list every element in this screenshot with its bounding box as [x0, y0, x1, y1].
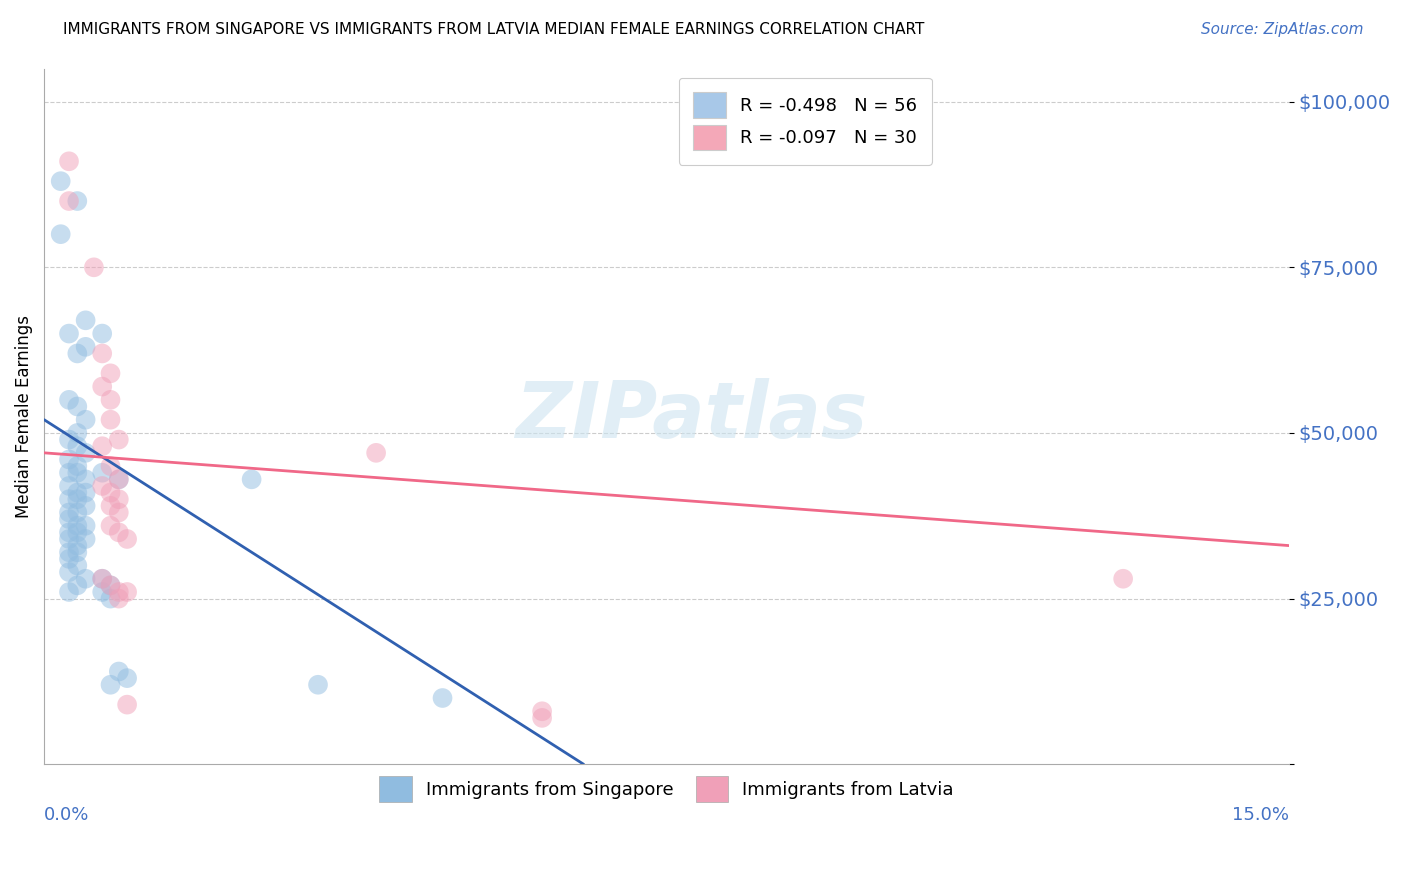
Point	[366, 446, 388, 460]
Point	[1112, 572, 1135, 586]
Point	[66, 439, 89, 453]
Point	[108, 433, 131, 447]
Point	[66, 400, 89, 414]
Point	[58, 512, 80, 526]
Point	[66, 346, 89, 360]
Point	[91, 439, 114, 453]
Point	[108, 525, 131, 540]
Point	[100, 499, 122, 513]
Point	[91, 585, 114, 599]
Point	[108, 585, 131, 599]
Point	[66, 485, 89, 500]
Point	[108, 492, 131, 507]
Point	[91, 572, 114, 586]
Point	[75, 313, 97, 327]
Point	[108, 472, 131, 486]
Point	[66, 459, 89, 474]
Point	[58, 154, 80, 169]
Point	[75, 572, 97, 586]
Point	[100, 485, 122, 500]
Point	[100, 518, 122, 533]
Point	[100, 578, 122, 592]
Point	[58, 545, 80, 559]
Point	[66, 492, 89, 507]
Point	[432, 691, 454, 706]
Point	[66, 525, 89, 540]
Point	[91, 479, 114, 493]
Point	[58, 452, 80, 467]
Point	[58, 433, 80, 447]
Point	[531, 704, 554, 718]
Point	[91, 572, 114, 586]
Text: 15.0%: 15.0%	[1232, 806, 1289, 824]
Point	[58, 585, 80, 599]
Point	[100, 392, 122, 407]
Point	[58, 525, 80, 540]
Point	[100, 459, 122, 474]
Point	[66, 466, 89, 480]
Point	[75, 532, 97, 546]
Point	[58, 392, 80, 407]
Point	[58, 506, 80, 520]
Point	[75, 446, 97, 460]
Point	[91, 379, 114, 393]
Y-axis label: Median Female Earnings: Median Female Earnings	[15, 315, 32, 518]
Point	[307, 678, 329, 692]
Point	[100, 367, 122, 381]
Point	[108, 472, 131, 486]
Point	[75, 499, 97, 513]
Point	[66, 558, 89, 573]
Point	[66, 518, 89, 533]
Point	[58, 492, 80, 507]
Point	[49, 227, 72, 242]
Point	[100, 591, 122, 606]
Point	[531, 711, 554, 725]
Point	[58, 326, 80, 341]
Text: ZIPatlas: ZIPatlas	[516, 378, 868, 454]
Point	[115, 585, 138, 599]
Legend: Immigrants from Singapore, Immigrants from Latvia: Immigrants from Singapore, Immigrants fr…	[370, 767, 963, 811]
Point	[75, 485, 97, 500]
Point	[91, 326, 114, 341]
Point	[58, 479, 80, 493]
Point	[49, 174, 72, 188]
Point	[66, 194, 89, 208]
Point	[108, 591, 131, 606]
Point	[100, 578, 122, 592]
Point	[66, 539, 89, 553]
Point	[66, 425, 89, 440]
Point	[66, 545, 89, 559]
Point	[115, 698, 138, 712]
Point	[75, 518, 97, 533]
Point	[100, 678, 122, 692]
Point	[75, 340, 97, 354]
Text: Source: ZipAtlas.com: Source: ZipAtlas.com	[1201, 22, 1364, 37]
Point	[75, 413, 97, 427]
Text: 0.0%: 0.0%	[44, 806, 90, 824]
Point	[108, 665, 131, 679]
Point	[115, 671, 138, 685]
Point	[58, 552, 80, 566]
Point	[58, 532, 80, 546]
Point	[240, 472, 263, 486]
Point	[66, 506, 89, 520]
Point	[108, 506, 131, 520]
Point	[58, 466, 80, 480]
Point	[58, 565, 80, 579]
Point	[58, 194, 80, 208]
Point	[83, 260, 105, 275]
Point	[66, 578, 89, 592]
Point	[75, 472, 97, 486]
Point	[100, 413, 122, 427]
Point	[91, 346, 114, 360]
Text: IMMIGRANTS FROM SINGAPORE VS IMMIGRANTS FROM LATVIA MEDIAN FEMALE EARNINGS CORRE: IMMIGRANTS FROM SINGAPORE VS IMMIGRANTS …	[63, 22, 925, 37]
Point	[91, 466, 114, 480]
Point	[115, 532, 138, 546]
